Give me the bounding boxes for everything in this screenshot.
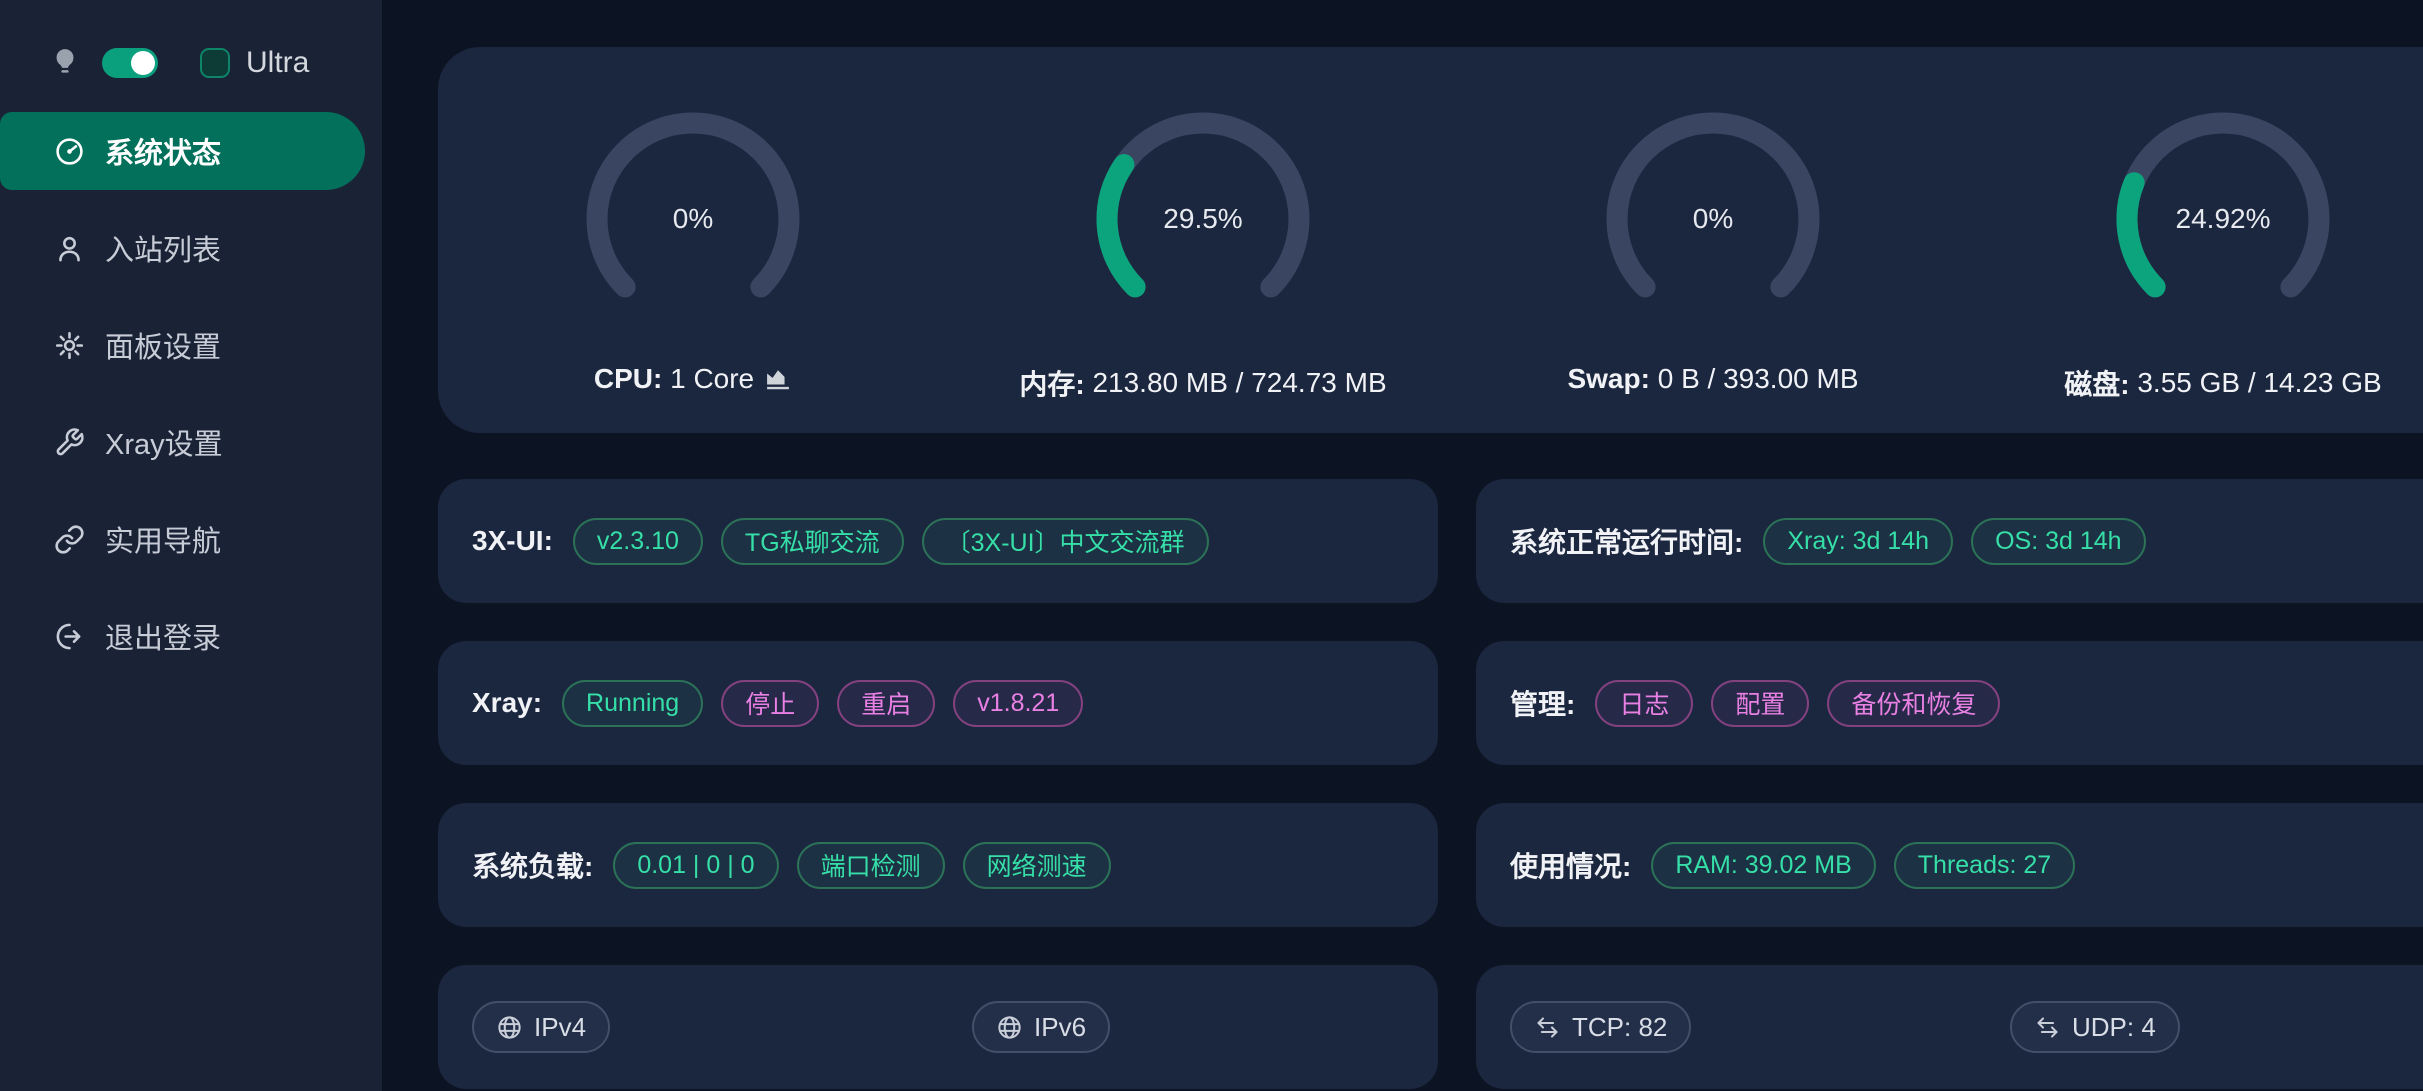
panel-version-badge[interactable]: v2.3.10	[572, 517, 703, 565]
xray-status-badge[interactable]: Running	[562, 679, 704, 727]
sidebar-item-panel-settings[interactable]: 面板设置	[0, 306, 382, 384]
swap-arrows-icon	[1537, 1016, 1558, 1038]
connections-card: TCP: 82 UDP: 4	[1476, 965, 2423, 1089]
xray-uptime-badge[interactable]: Xray: 3d 14h	[1763, 517, 1954, 565]
link-icon	[54, 524, 85, 555]
disk-percent: 24.92%	[2175, 203, 2271, 234]
usage-card-label: 使用情况:	[1510, 851, 1632, 882]
tcp-count-badge[interactable]: TCP: 82	[1510, 1001, 1692, 1053]
udp-count-badge[interactable]: UDP: 4	[2010, 1001, 2180, 1053]
dashboard-icon	[54, 136, 85, 167]
xray-restart-button[interactable]: 重启	[837, 679, 936, 727]
theme-row: Ultra	[0, 44, 382, 82]
sidebar-menu: 系统状态 入站列表 面板设置 Xray设置 实用	[0, 112, 382, 675]
globe-icon	[498, 1015, 521, 1039]
usage-card: 使用情况: RAM: 39.02 MB Threads: 27	[1476, 803, 2423, 927]
chinese-group-badge[interactable]: 〔3X-UI〕中文交流群	[921, 517, 1209, 565]
wrench-icon	[54, 427, 85, 458]
swap-percent: 0%	[1692, 203, 1734, 234]
cpu-history-chart-icon[interactable]	[764, 367, 792, 391]
ipv6-badge[interactable]: IPv6	[972, 1001, 1111, 1053]
user-icon	[54, 233, 85, 264]
ultra-checkbox[interactable]	[200, 48, 230, 78]
cpu-label: CPU: 1 Core	[594, 363, 792, 395]
ram-usage-badge[interactable]: RAM: 39.02 MB	[1651, 841, 1876, 889]
sidebar-item-inbounds[interactable]: 入站列表	[0, 209, 382, 287]
globe-icon	[998, 1015, 1021, 1039]
sidebar-item-label: 实用导航	[105, 526, 222, 558]
sidebar-item-label: 入站列表	[105, 235, 222, 267]
sidebar-item-label: Xray设置	[105, 429, 223, 461]
disk-label: 磁盘: 3.55 GB / 14.23 GB	[2064, 367, 2382, 400]
sidebar-item-label: 退出登录	[105, 623, 222, 655]
main-content: 0% CPU: 1 Core 29.5% 内存: 213.80 MB / 72	[382, 0, 2423, 1091]
threads-badge[interactable]: Threads: 27	[1893, 841, 2076, 889]
theme-toggle[interactable]	[102, 48, 158, 78]
port-check-button[interactable]: 端口检测	[796, 841, 945, 889]
swap-gauge-ring: 0%	[1605, 111, 1821, 327]
version-card: 3X-UI: v2.3.10 TG私聊交流 〔3X-UI〕中文交流群	[438, 479, 1438, 603]
load-card: 系统负载: 0.01 | 0 | 0 端口检测 网络测速	[438, 803, 1438, 927]
sidebar-item-label: 面板设置	[105, 332, 222, 364]
cpu-gauge: 0% CPU: 1 Core	[438, 47, 948, 433]
version-card-label: 3X-UI:	[472, 525, 553, 556]
backup-restore-button[interactable]: 备份和恢复	[1827, 679, 2001, 727]
cpu-gauge-ring: 0%	[585, 111, 801, 327]
tg-chat-badge[interactable]: TG私聊交流	[720, 517, 904, 565]
uptime-card-label: 系统正常运行时间:	[1510, 527, 1744, 558]
speedtest-button[interactable]: 网络测速	[962, 841, 1111, 889]
swap-gauge: 0% Swap: 0 B / 393.00 MB	[1458, 47, 1968, 433]
sidebar-item-system-status[interactable]: 系统状态	[0, 112, 365, 190]
config-button[interactable]: 配置	[1711, 679, 1810, 727]
logs-button[interactable]: 日志	[1595, 679, 1694, 727]
xray-stop-button[interactable]: 停止	[721, 679, 820, 727]
info-cards-grid: 3X-UI: v2.3.10 TG私聊交流 〔3X-UI〕中文交流群 系统正常运…	[438, 479, 2423, 1089]
swap-label: Swap: 0 B / 393.00 MB	[1567, 363, 1859, 394]
swap-arrows-icon	[2037, 1016, 2058, 1038]
sidebar-item-label: 系统状态	[105, 138, 222, 170]
load-values-badge[interactable]: 0.01 | 0 | 0	[613, 841, 779, 889]
disk-gauge-ring: 24.92%	[2115, 111, 2331, 327]
uptime-card: 系统正常运行时间: Xray: 3d 14h OS: 3d 14h	[1476, 479, 2423, 603]
admin-card-label: 管理:	[1510, 689, 1576, 720]
cpu-percent: 0%	[672, 203, 714, 234]
xray-card-label: Xray:	[472, 687, 543, 718]
sidebar-item-useful-nav[interactable]: 实用导航	[0, 500, 382, 578]
sidebar-item-logout[interactable]: 退出登录	[0, 597, 382, 675]
theme-toggle-knob	[131, 51, 155, 75]
logout-icon	[54, 621, 85, 652]
load-card-label: 系统负载:	[472, 851, 594, 882]
memory-gauge: 29.5% 内存: 213.80 MB / 724.73 MB	[948, 47, 1458, 433]
ultra-label: Ultra	[246, 46, 310, 79]
memory-gauge-ring: 29.5%	[1095, 111, 1311, 327]
gear-icon	[54, 330, 85, 361]
xray-version-badge[interactable]: v1.8.21	[953, 679, 1084, 727]
disk-gauge: 24.92% 磁盘: 3.55 GB / 14.23 GB	[1968, 47, 2423, 433]
sidebar: Ultra 系统状态 入站列表 面板设置 X	[0, 0, 382, 1091]
sidebar-item-xray-settings[interactable]: Xray设置	[0, 403, 382, 481]
os-uptime-badge[interactable]: OS: 3d 14h	[1971, 517, 2146, 565]
memory-label: 内存: 213.80 MB / 724.73 MB	[1019, 367, 1387, 400]
system-gauges-card: 0% CPU: 1 Core 29.5% 内存: 213.80 MB / 72	[438, 47, 2423, 433]
xray-card: Xray: Running 停止 重启 v1.8.21	[438, 641, 1438, 765]
ip-card: IPv4 IPv6	[438, 965, 1438, 1089]
memory-percent: 29.5%	[1163, 203, 1243, 234]
lightbulb-icon	[56, 49, 74, 73]
ipv4-badge[interactable]: IPv4	[472, 1001, 611, 1053]
admin-card: 管理: 日志 配置 备份和恢复	[1476, 641, 2423, 765]
